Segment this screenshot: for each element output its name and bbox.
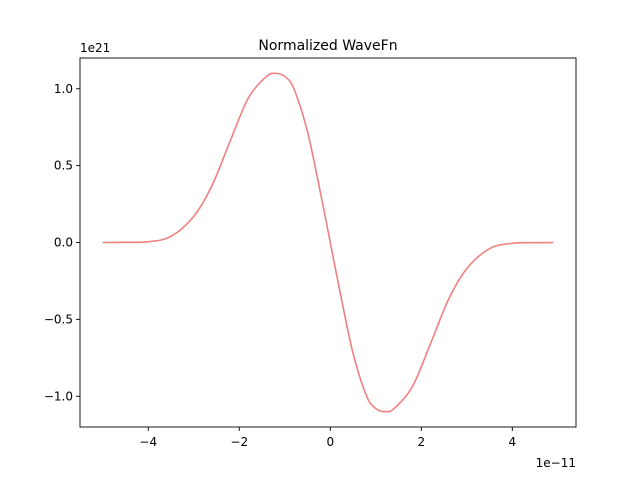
x-tick-label: −2 xyxy=(230,435,248,449)
y-tick-label: 0.5 xyxy=(54,159,73,173)
y-tick-label: 1.0 xyxy=(54,82,73,96)
axes-frame xyxy=(79,57,577,428)
y-offset-label: 1e21 xyxy=(80,41,110,55)
y-tick-label: 0.0 xyxy=(54,236,73,250)
x-tick-label: 0 xyxy=(326,435,334,449)
y-tick-label: −1.0 xyxy=(44,389,73,403)
x-tick-label: −4 xyxy=(139,435,157,449)
plot-area xyxy=(102,72,554,413)
chart-title: Normalized WaveFn xyxy=(258,38,397,54)
y-tick-label: −0.5 xyxy=(44,312,73,326)
series-line-0 xyxy=(102,72,554,413)
x-offset-label: 1e−11 xyxy=(536,456,576,470)
x-tick-label: 4 xyxy=(508,435,516,449)
x-tick-label: 2 xyxy=(417,435,425,449)
